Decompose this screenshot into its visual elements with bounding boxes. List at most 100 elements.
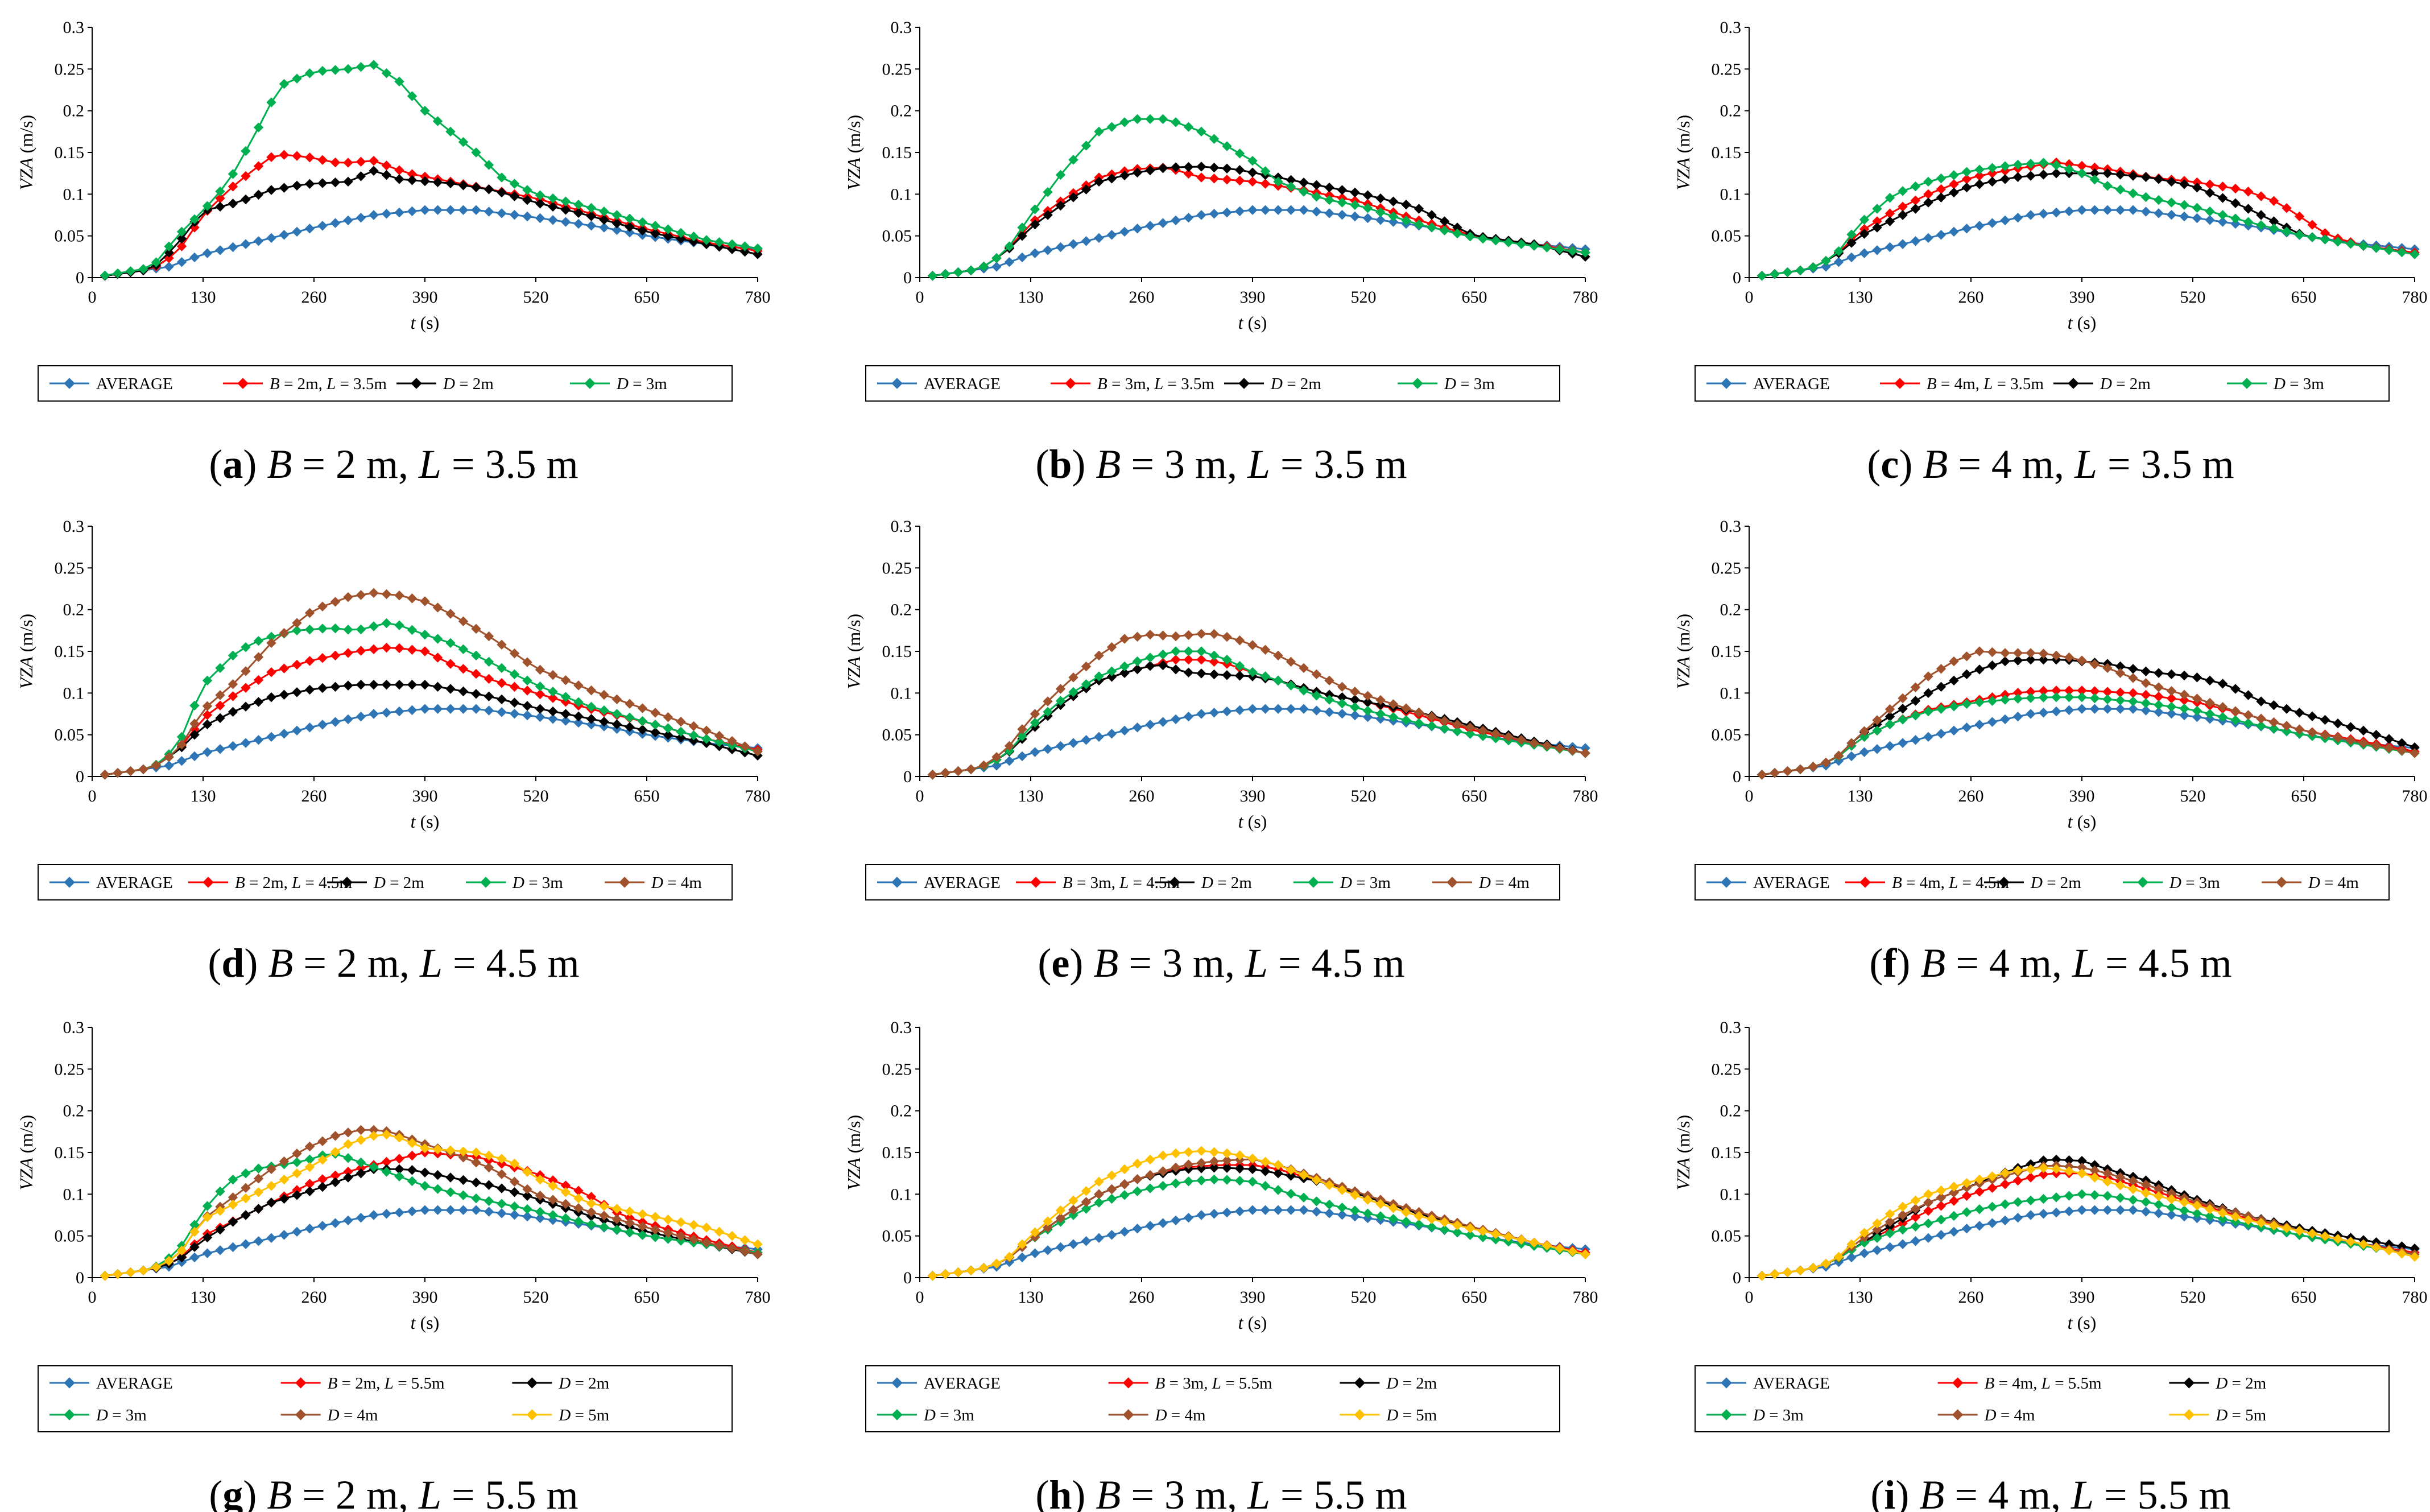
data-point-brown bbox=[739, 741, 750, 751]
data-point-green bbox=[1362, 705, 1373, 716]
legend-label-text: = 2m bbox=[1213, 874, 1252, 892]
y-axis-unit: (m/s) bbox=[16, 115, 36, 158]
series-black bbox=[1757, 654, 2420, 780]
data-point-red bbox=[548, 693, 558, 703]
y-tick-label: 0.1 bbox=[63, 1185, 85, 1204]
y-axis-variable: VZA bbox=[844, 656, 864, 689]
data-point-black bbox=[471, 1178, 481, 1188]
data-point-green bbox=[2038, 692, 2049, 703]
data-point-average bbox=[1299, 704, 1309, 714]
data-point-average bbox=[573, 717, 584, 728]
data-point-black bbox=[1898, 210, 1908, 220]
y-tick-label: 0.3 bbox=[63, 18, 85, 37]
data-point-yellow bbox=[304, 1162, 315, 1172]
data-point-green bbox=[471, 147, 481, 158]
data-point-average bbox=[394, 1207, 404, 1218]
x-tick-label: 260 bbox=[1958, 288, 1984, 307]
legend-label-text: AVERAGE bbox=[96, 1374, 173, 1393]
data-point-green bbox=[1145, 652, 1155, 663]
y-axis-variable: VZA bbox=[1673, 1158, 1693, 1190]
data-point-brown bbox=[1567, 745, 1578, 756]
data-point-yellow bbox=[2307, 1228, 2317, 1239]
caption-letter: i bbox=[1884, 1472, 1895, 1512]
legend-entry-red: B = 2m, L = 4.5m bbox=[188, 874, 352, 892]
data-point-black bbox=[304, 179, 315, 189]
caption-variable: L bbox=[1247, 441, 1270, 487]
data-point-black bbox=[471, 689, 481, 699]
data-point-average bbox=[1910, 236, 1921, 246]
data-point-black bbox=[663, 730, 673, 740]
data-point-green bbox=[1196, 646, 1206, 656]
data-point-green bbox=[1017, 731, 1027, 741]
legend: AVERAGE B = 4m, L = 5.5m D = 2mD = 3m D = 4… bbox=[1695, 1365, 2390, 1432]
y-tick-label: 0 bbox=[76, 1269, 84, 1287]
data-point-yellow bbox=[2333, 1234, 2343, 1244]
data-point-green bbox=[1401, 216, 1411, 226]
data-point-yellow bbox=[2192, 1200, 2202, 1211]
data-point-green bbox=[1068, 687, 1078, 697]
x-tick-label: 130 bbox=[1018, 288, 1044, 307]
data-point-brown bbox=[343, 592, 353, 602]
caption-letter: g bbox=[222, 1472, 243, 1512]
data-point-average bbox=[1209, 708, 1220, 718]
data-point-average bbox=[1273, 205, 1283, 215]
caption-text: ( bbox=[209, 1472, 222, 1512]
data-point-black bbox=[2128, 171, 2138, 181]
data-point-brown bbox=[714, 730, 725, 741]
data-point-black bbox=[1247, 167, 1258, 177]
data-point-brown bbox=[1004, 741, 1015, 751]
caption-value: = 2 m, bbox=[292, 441, 419, 487]
legend-swatch-marker bbox=[295, 1377, 307, 1389]
legend-swatch-marker bbox=[1308, 877, 1319, 888]
data-point-yellow bbox=[1401, 1207, 1411, 1217]
data-point-green bbox=[522, 675, 532, 686]
x-tick-label: 390 bbox=[1240, 288, 1266, 307]
data-point-green bbox=[215, 1186, 225, 1197]
data-point-brown bbox=[1872, 715, 1882, 725]
data-point-green bbox=[1910, 181, 1921, 192]
series-line-yellow bbox=[932, 1150, 1586, 1277]
data-point-average bbox=[1885, 741, 1895, 751]
legend-label: B = 3m, L = 5.5m bbox=[1155, 1374, 1272, 1393]
y-tick-label: 0.25 bbox=[882, 60, 912, 79]
data-point-black bbox=[253, 189, 264, 200]
data-point-black bbox=[1362, 190, 1373, 200]
legend-label-variable: D bbox=[1201, 874, 1213, 892]
data-point-average bbox=[1961, 224, 1972, 234]
data-point-average bbox=[343, 215, 353, 226]
data-point-yellow bbox=[1273, 1160, 1283, 1170]
data-point-yellow bbox=[279, 1174, 290, 1185]
x-tick-label: 390 bbox=[1240, 1288, 1266, 1307]
data-point-green bbox=[739, 241, 750, 251]
data-point-green bbox=[2179, 200, 2189, 210]
data-point-average bbox=[2166, 708, 2177, 719]
data-point-green bbox=[637, 217, 648, 228]
data-point-green bbox=[1465, 1230, 1476, 1240]
data-point-black bbox=[241, 701, 251, 712]
data-point-green bbox=[1872, 204, 1882, 214]
data-point-average bbox=[381, 209, 392, 219]
data-point-average bbox=[356, 1213, 366, 1223]
legend-label: D = 2m bbox=[373, 874, 424, 892]
data-point-black bbox=[535, 199, 545, 209]
data-point-red bbox=[458, 664, 469, 674]
data-point-average bbox=[253, 735, 264, 745]
data-point-average bbox=[1017, 751, 1027, 762]
legend-label-text: = 4m, bbox=[1902, 874, 1949, 892]
data-point-black bbox=[2230, 198, 2241, 208]
data-point-black bbox=[407, 1165, 418, 1175]
data-point-brown bbox=[1106, 642, 1117, 652]
legend-entry-brown: D = 4m bbox=[1432, 874, 1530, 892]
data-point-black bbox=[650, 228, 660, 239]
legend-swatch-marker bbox=[480, 877, 491, 888]
data-point-black bbox=[407, 679, 418, 690]
legend-label-text: = 3m bbox=[936, 1406, 974, 1424]
data-point-red bbox=[1209, 173, 1220, 184]
data-point-black bbox=[1234, 165, 1245, 175]
series-line-red bbox=[1762, 162, 2415, 277]
data-point-green bbox=[471, 650, 481, 661]
data-point-green bbox=[1923, 706, 1933, 717]
data-point-average bbox=[2038, 708, 2049, 718]
x-tick-label: 390 bbox=[1240, 787, 1266, 805]
